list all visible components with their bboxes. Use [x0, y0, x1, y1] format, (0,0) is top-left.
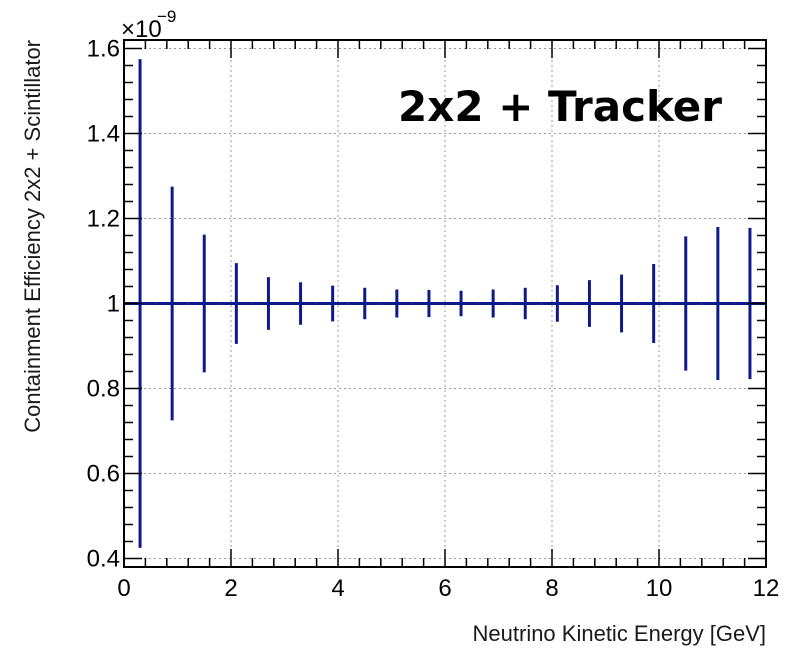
- y-tick-label: 0.4: [87, 546, 120, 573]
- x-tick-label: 12: [753, 575, 780, 602]
- y-exponent-power: −9: [157, 7, 176, 26]
- x-tick-label: 0: [117, 575, 130, 602]
- y-axis-label: Containment Efficiency 2x2 + Scintillato…: [20, 40, 45, 433]
- chart-annotation: 2x2 + Tracker: [398, 82, 722, 131]
- y-tick-label: 1: [107, 291, 120, 318]
- x-tick-label: 4: [331, 575, 344, 602]
- axis-ticks: [123, 40, 767, 567]
- y-tick-label: 0.8: [87, 376, 120, 403]
- x-tick-label: 6: [438, 575, 451, 602]
- y-tick-label: 1.6: [87, 36, 120, 63]
- x-tick-label: 10: [646, 575, 673, 602]
- x-tick-labels: 0 2 4 6 8 10 12: [117, 575, 779, 602]
- x-tick-label: 2: [224, 575, 237, 602]
- y-tick-label: 1.2: [87, 206, 120, 233]
- y-tick-label: 1.4: [87, 121, 120, 148]
- y-tick-labels: 0.4 0.6 0.8 1 1.2 1.4 1.6: [87, 36, 120, 573]
- x-axis-label: Neutrino Kinetic Energy [GeV]: [473, 621, 766, 646]
- y-exponent-base: ×10: [121, 16, 162, 43]
- y-tick-label: 0.6: [87, 461, 120, 488]
- x-tick-label: 8: [545, 575, 558, 602]
